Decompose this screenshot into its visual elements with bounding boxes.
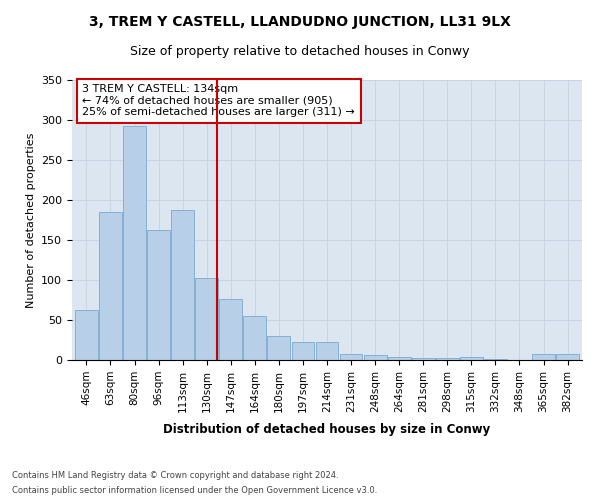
Bar [195,278,218,360]
Bar [147,230,170,360]
Text: Contains HM Land Registry data © Crown copyright and database right 2024.: Contains HM Land Registry data © Crown c… [12,471,338,480]
Bar [412,358,434,360]
Text: 3, TREM Y CASTELL, LLANDUDNO JUNCTION, LL31 9LX: 3, TREM Y CASTELL, LLANDUDNO JUNCTION, L… [89,15,511,29]
Bar [364,355,386,360]
Bar [171,210,194,360]
Bar [123,126,146,360]
Y-axis label: Number of detached properties: Number of detached properties [26,132,35,308]
Bar [532,354,555,360]
Bar [460,357,483,360]
Text: Size of property relative to detached houses in Conwy: Size of property relative to detached ho… [130,45,470,58]
Bar [340,354,362,360]
Bar [292,342,314,360]
Bar [388,357,410,360]
Bar [436,358,459,360]
Bar [75,310,98,360]
Bar [99,212,122,360]
Bar [484,359,507,360]
Text: 3 TREM Y CASTELL: 134sqm
← 74% of detached houses are smaller (905)
25% of semi-: 3 TREM Y CASTELL: 134sqm ← 74% of detach… [82,84,355,117]
Bar [268,336,290,360]
Bar [556,354,579,360]
Text: Contains public sector information licensed under the Open Government Licence v3: Contains public sector information licen… [12,486,377,495]
Bar [316,342,338,360]
X-axis label: Distribution of detached houses by size in Conwy: Distribution of detached houses by size … [163,423,491,436]
Bar [244,316,266,360]
Bar [220,299,242,360]
